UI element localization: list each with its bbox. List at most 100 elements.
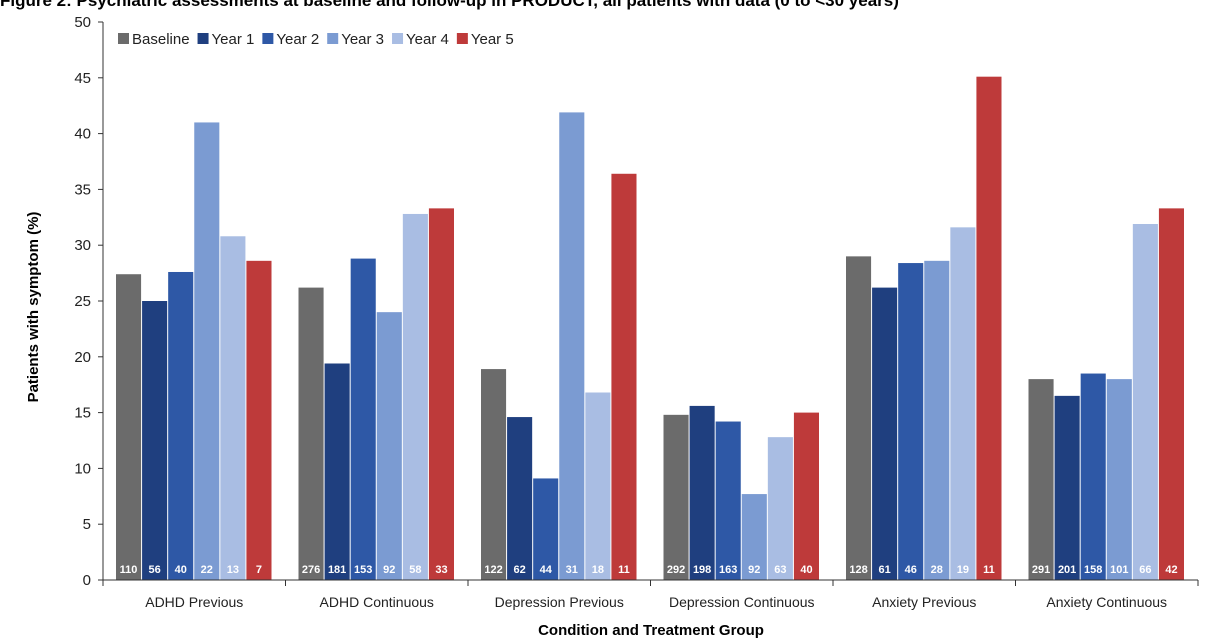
sample-size-label: 276 [302,564,320,576]
bar-year-1 [142,301,168,580]
x-axis-title: Condition and Treatment Group [538,622,764,639]
bar-year-4 [767,437,793,580]
category-label: Depression Continuous [669,594,815,610]
y-tick-label: 45 [74,70,91,87]
figure-caption: Figure 2: Psychiatric assessments at bas… [0,0,899,10]
sample-size-label: 42 [1165,564,1177,576]
y-axis-title: Patients with symptom (%) [25,212,42,403]
bar-year-2 [168,271,194,580]
sample-size-label: 291 [1032,564,1050,576]
bar-year-2 [898,263,924,580]
bar-year-4 [1132,223,1158,580]
y-tick-label: 0 [83,572,91,589]
sample-size-label: 292 [667,564,685,576]
sample-size-label: 61 [879,564,891,576]
bar-baseline [1028,379,1054,580]
legend-swatch [392,33,404,44]
sample-size-label: 66 [1139,564,1151,576]
bar-year-5 [793,412,819,580]
sample-size-label: 28 [931,564,943,576]
sample-size-label: 19 [957,564,969,576]
sample-size-label: 198 [693,564,711,576]
bars [116,76,1184,581]
legend-swatch [456,33,468,44]
bar-year-3 [1106,379,1132,580]
bar-year-4 [220,236,246,580]
bar-year-2 [350,258,376,580]
bar-year-4 [585,392,611,580]
legend-swatch [197,33,209,44]
sample-size-label: 31 [566,564,578,576]
legend-label: Year 3 [341,31,384,48]
y-tick-label: 40 [74,126,91,143]
sample-size-label: 58 [409,564,421,576]
legend-label: Year 4 [406,31,449,48]
legend-label: Year 5 [471,31,514,48]
legend-label: Year 1 [212,31,255,48]
sample-size-label: 122 [484,564,502,576]
y-tick-label: 25 [74,293,91,310]
y-tick-label: 10 [74,460,91,477]
sample-size-label: 46 [905,564,917,576]
y-axis: 0 5 10 15 20 25 30 35 40 45 50 [74,14,104,589]
bar-year-2 [715,421,741,580]
category-label: Depression Previous [495,594,624,610]
sample-size-label: 40 [800,564,812,576]
bar-baseline [481,369,507,580]
bar-year-5 [246,260,272,580]
sample-size-label: 13 [227,564,239,576]
sample-size-label: 92 [383,564,395,576]
y-tick-label: 30 [74,237,91,254]
category-label: ADHD Previous [145,594,243,610]
sample-size-label: 101 [1110,564,1128,576]
bar-baseline [116,274,142,580]
bar-year-3 [741,494,767,580]
bar-year-2 [533,478,559,580]
legend-label: Baseline [132,31,190,48]
sample-size-label: 7 [256,564,262,576]
sample-size-label: 33 [435,564,447,576]
sample-size-label: 56 [149,564,161,576]
y-tick-label: 15 [74,405,91,422]
bar-year-5 [428,208,454,580]
sample-size-label: 158 [1084,564,1102,576]
bar-year-3 [376,312,402,580]
sample-size-label: 22 [201,564,213,576]
bar-year-3 [559,112,585,581]
x-axis: ADHD Previous ADHD Continuous Depression P… [102,579,1199,610]
sample-size-label: 153 [354,564,372,576]
bar-baseline [298,287,324,580]
bar-year-5 [1158,208,1184,580]
bar-year-2 [1080,373,1106,580]
y-tick-label: 50 [74,14,91,31]
bar-year-1 [689,405,715,580]
legend-swatch [327,33,339,44]
bar-year-1 [1054,395,1080,580]
sample-size-label: 181 [328,564,346,576]
bar-year-3 [924,260,950,580]
bar-year-1 [872,287,898,580]
bar-year-4 [402,213,428,580]
category-label: Anxiety Previous [872,594,976,610]
legend-swatch [118,33,129,44]
bar-year-4 [950,227,976,580]
sample-size-label: 18 [592,564,604,576]
bar-baseline [846,256,872,580]
legend-swatch [262,33,274,44]
sample-size-label: 92 [748,564,760,576]
sample-size-label: 63 [774,564,786,576]
sample-size-labels: 110 56 40 22 13 7 276 181 153 92 58 33 122 62 44 31 18 11… [120,564,1178,576]
legend-label: Year 2 [276,31,319,48]
y-tick-label: 35 [74,181,91,198]
sample-size-label: 201 [1058,564,1076,576]
bar-year-5 [976,76,1002,581]
bar-baseline [663,414,689,580]
bar-year-1 [507,417,533,580]
sample-size-label: 11 [618,564,630,576]
sample-size-label: 11 [983,564,995,576]
y-tick-label: 5 [83,516,91,533]
category-label: Anxiety Continuous [1046,594,1167,610]
sample-size-label: 110 [120,564,138,576]
sample-size-label: 62 [514,564,526,576]
